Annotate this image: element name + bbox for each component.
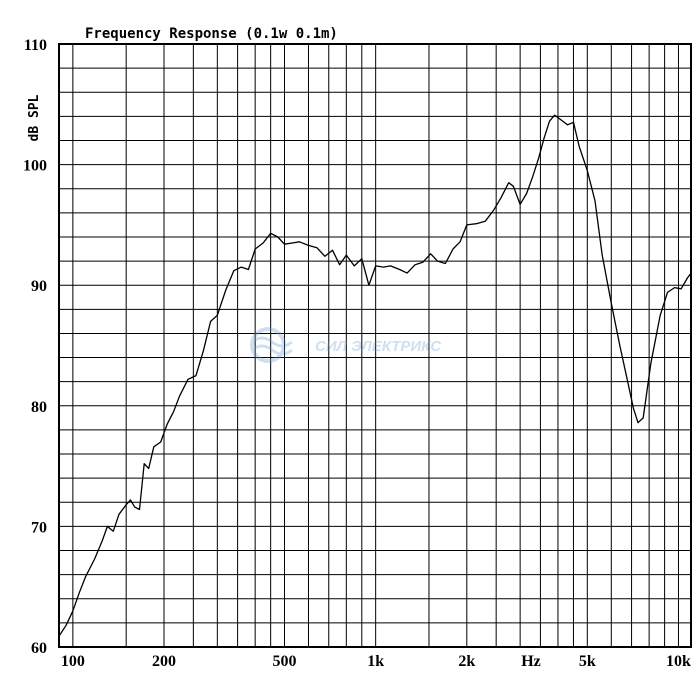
y-axis-label: dB SPL xyxy=(27,94,42,141)
x-tick-label: 2k xyxy=(458,653,475,670)
x-tick-label: 1k xyxy=(367,653,384,670)
svg-text:СИЛ ЭЛЕКТРИКС: СИЛ ЭЛЕКТРИКС xyxy=(315,338,442,355)
x-axis-label: Hz xyxy=(521,653,541,670)
x-tick-label: 100 xyxy=(61,653,85,670)
series-layer xyxy=(58,114,692,637)
y-tick-label: 100 xyxy=(23,158,47,175)
y-tick-label: 70 xyxy=(31,519,47,536)
y-tick-label: 80 xyxy=(31,399,47,416)
x-tick-label: 10k xyxy=(666,653,691,670)
series-line xyxy=(58,114,692,637)
x-tick-labels: 100 200 500 1k 2k 5k 10k xyxy=(61,653,691,670)
watermark: СИЛ ЭЛЕКТРИКС xyxy=(250,327,442,363)
chart-title: Frequency Response (0.1w 0.1m) xyxy=(85,26,338,42)
x-tick-label: 5k xyxy=(579,653,596,670)
y-tick-labels: 60 70 80 90 100 110 xyxy=(23,37,47,657)
x-tick-label: 500 xyxy=(273,653,297,670)
plot-frame xyxy=(58,43,692,648)
y-tick-label: 60 xyxy=(31,640,47,657)
y-tick-label: 90 xyxy=(31,278,47,295)
vertical-grid xyxy=(72,44,679,647)
y-tick-label: 110 xyxy=(24,37,47,54)
x-tick-label: 200 xyxy=(152,653,176,670)
